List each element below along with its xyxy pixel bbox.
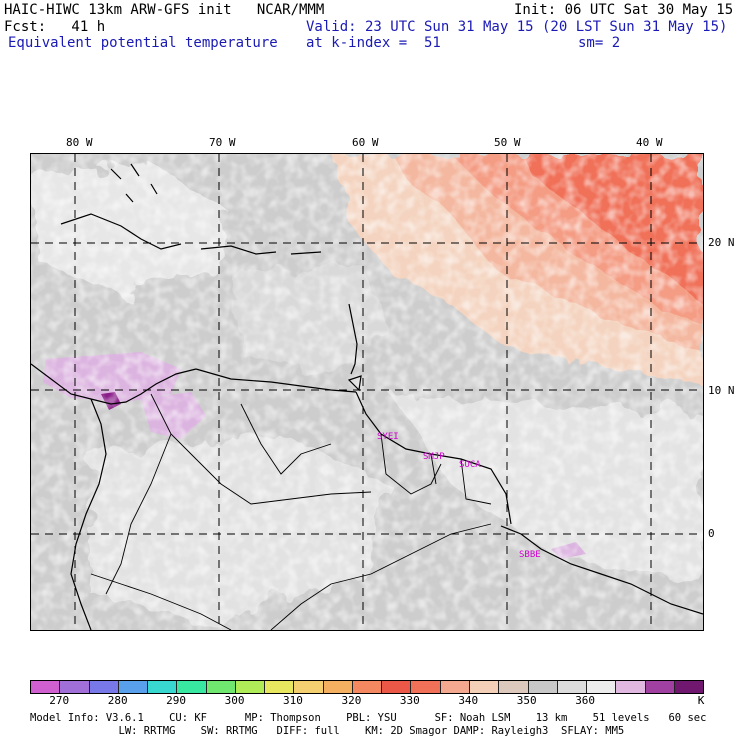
colorbar-swatch (440, 681, 470, 693)
station-label: SMJP (423, 452, 445, 462)
colorbar-swatch (118, 681, 149, 693)
level-index: at k-index = 51 (306, 35, 441, 51)
lon-label-60w: 60 W (352, 136, 379, 149)
lat-label-10n: 10 N (708, 384, 735, 397)
colorbar-swatch (31, 681, 61, 693)
station-label: SYEI (377, 432, 399, 442)
station-label: SBBE (519, 550, 541, 560)
lon-label-70w: 70 W (209, 136, 236, 149)
texture-overlay (31, 154, 703, 630)
colorbar-tick-label: 280 (107, 694, 128, 707)
colorbar-tick-label: 330 (399, 694, 420, 707)
colorbar-swatch (177, 681, 207, 693)
colorbar-tick-label: 310 (283, 694, 303, 707)
colorbar-swatch (411, 681, 441, 693)
colorbar-swatch (587, 681, 617, 693)
smoothing-value: sm= 2 (578, 35, 621, 51)
colorbar-swatch (499, 681, 529, 693)
map-panel: SYEI SMJP SOCA SBBE (30, 153, 704, 631)
colorbar-unit: K (697, 694, 705, 707)
colorbar-swatch (323, 681, 353, 693)
coastlines (31, 163, 703, 630)
colorbar-swatch (265, 681, 295, 693)
colorbar-swatch (352, 681, 383, 693)
colorbar-swatch (235, 681, 266, 693)
colorbar-tick-label: 300 (224, 694, 245, 707)
lat-label-0: 0 (708, 527, 715, 540)
colorbar-tick-label: 270 (49, 694, 70, 707)
valid-time: Valid: 23 UTC Sun 31 May 15 (20 LST Sun … (306, 19, 728, 35)
colorbar-swatch (294, 681, 324, 693)
colorbar-tick-label: 360 (575, 694, 596, 707)
colorbar-swatch (89, 681, 119, 693)
lon-label-50w: 50 W (494, 136, 521, 149)
colorbar-swatch (206, 681, 236, 693)
graticule (31, 154, 703, 630)
colorbar-swatch (674, 681, 704, 693)
init-time: Init: 06 UTC Sat 30 May 15 (514, 2, 734, 18)
colorbar-tick-label: 340 (458, 694, 479, 707)
lat-label-20n: 20 N (708, 236, 735, 249)
lon-label-80w: 80 W (66, 136, 93, 149)
colorbar-tick-label: 320 (341, 694, 362, 707)
lon-label-40w: 40 W (636, 136, 663, 149)
station-label: SOCA (459, 460, 481, 470)
model-info-line1: Model Info: V3.6.1 CU: KF MP: Thompson P… (30, 712, 707, 724)
colorbar-swatch (528, 681, 558, 693)
colorbar-swatch (148, 681, 178, 693)
colorbar-tick-label: 290 (166, 694, 187, 707)
model-info-line2: LW: RRTMG SW: RRTMG DIFF: full KM: 2D Sm… (30, 725, 625, 737)
colorbar-swatch (616, 681, 646, 693)
colorbar-tick-label: 350 (516, 694, 537, 707)
field-name: Equivalent potential temperature (8, 35, 278, 51)
plot-title: HAIC-HIWC 13km ARW-GFS init NCAR/MMM (4, 2, 325, 18)
forecast-hour: Fcst: 41 h (4, 19, 106, 35)
colorbar-swatch (469, 681, 500, 693)
map-canvas (31, 154, 703, 630)
colorbar-swatch (382, 681, 412, 693)
colorbar-swatch (645, 681, 675, 693)
colorbar (30, 680, 704, 694)
colorbar-swatch (557, 681, 588, 693)
colorbar-swatch (60, 681, 90, 693)
